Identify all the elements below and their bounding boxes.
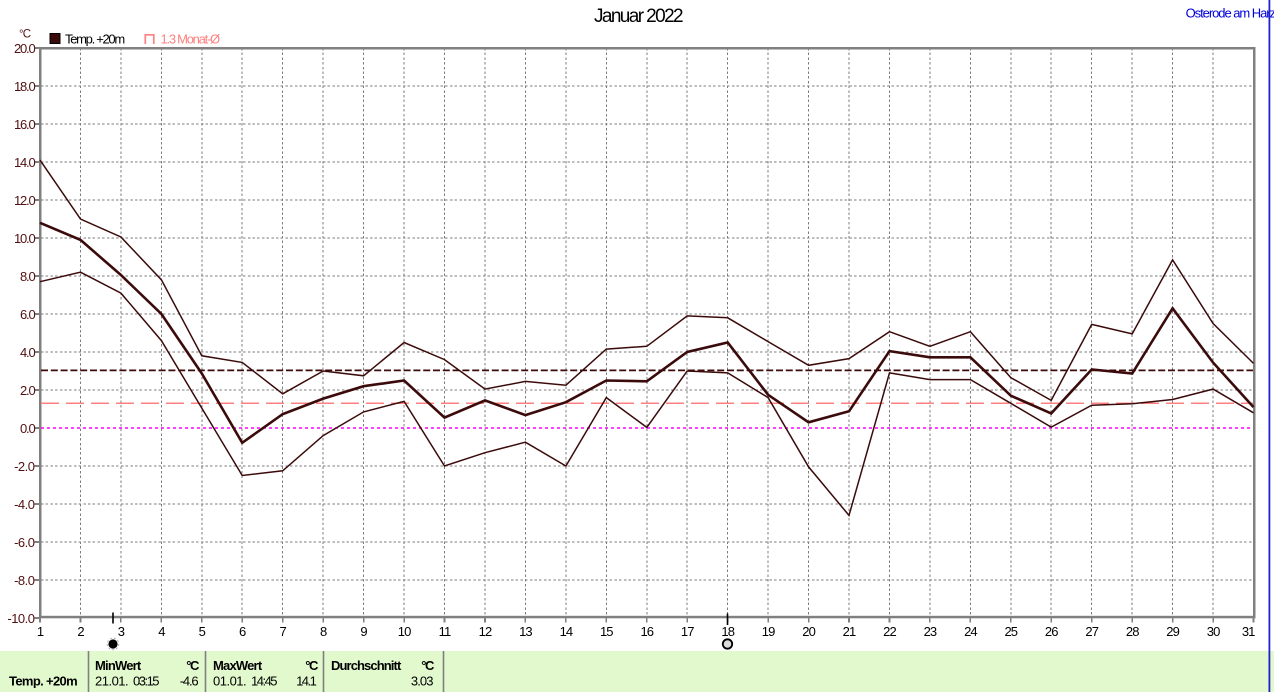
svg-text:16.0: 16.0 (14, 117, 35, 132)
svg-text:°C: °C (19, 29, 31, 41)
svg-text:0.0: 0.0 (20, 421, 35, 436)
svg-text:17: 17 (681, 624, 694, 639)
svg-text:8.0: 8.0 (20, 269, 35, 284)
svg-text:4: 4 (158, 624, 165, 639)
svg-text:1.3 Monat-Ø: 1.3 Monat-Ø (161, 32, 221, 47)
svg-text:MaxWert: MaxWert (213, 658, 263, 673)
svg-text:3.03: 3.03 (411, 674, 433, 689)
svg-text:21: 21 (843, 624, 856, 639)
svg-text:-4.6: -4.6 (180, 674, 199, 689)
svg-text:-6.0: -6.0 (14, 535, 35, 550)
svg-text:2: 2 (77, 624, 84, 639)
svg-text:°C: °C (421, 658, 435, 673)
svg-text:Durchschnitt: Durchschnitt (331, 658, 402, 673)
svg-text:Januar 2022: Januar 2022 (594, 6, 683, 27)
svg-text:18: 18 (721, 624, 734, 639)
svg-text:3: 3 (118, 624, 125, 639)
svg-text:24: 24 (964, 624, 977, 639)
svg-text:23: 23 (924, 624, 937, 639)
svg-text:12.0: 12.0 (14, 193, 35, 208)
svg-text:29: 29 (1166, 624, 1179, 639)
svg-text:11: 11 (439, 624, 451, 639)
svg-text:18.0: 18.0 (14, 79, 35, 94)
svg-text:28: 28 (1126, 624, 1139, 639)
svg-text:21.01.: 21.01. (95, 674, 128, 689)
svg-text:°C: °C (305, 658, 319, 673)
svg-text:30: 30 (1207, 624, 1220, 639)
svg-text:°C: °C (186, 658, 200, 673)
svg-text:Temp. +20m: Temp. +20m (65, 32, 124, 47)
svg-text:MinWert: MinWert (95, 658, 142, 673)
svg-text:14: 14 (560, 624, 573, 639)
svg-text:14.1: 14.1 (296, 674, 317, 689)
svg-text:12: 12 (479, 624, 492, 639)
svg-text:01.01.: 01.01. (213, 674, 246, 689)
svg-text:Osterode am Harz: Osterode am Harz (1186, 6, 1274, 21)
svg-text:13: 13 (519, 624, 532, 639)
svg-text:26: 26 (1045, 624, 1058, 639)
svg-text:14:45: 14:45 (251, 674, 277, 689)
svg-text:25: 25 (1004, 624, 1017, 639)
svg-text:6.0: 6.0 (20, 307, 35, 322)
svg-text:10.0: 10.0 (14, 231, 35, 246)
svg-text:03:15: 03:15 (133, 674, 159, 689)
svg-text:14.0: 14.0 (14, 155, 35, 170)
svg-text:5: 5 (199, 624, 206, 639)
svg-text:20.0: 20.0 (14, 41, 35, 56)
svg-text:31: 31 (1242, 624, 1255, 639)
svg-text:-2.0: -2.0 (14, 459, 35, 474)
svg-text:7: 7 (280, 624, 287, 639)
svg-text:-4.0: -4.0 (14, 497, 35, 512)
svg-text:2.0: 2.0 (20, 383, 35, 398)
svg-text:8: 8 (320, 624, 327, 639)
svg-text:-10.0: -10.0 (7, 611, 34, 626)
svg-text:-8.0: -8.0 (14, 573, 35, 588)
svg-text:10: 10 (398, 624, 411, 639)
svg-text:9: 9 (360, 624, 367, 639)
svg-text:20: 20 (802, 624, 815, 639)
svg-text:1: 1 (37, 624, 44, 639)
svg-text:22: 22 (883, 624, 896, 639)
svg-text:Temp. +20m: Temp. +20m (9, 674, 77, 689)
svg-text:15: 15 (600, 624, 613, 639)
svg-text:6: 6 (239, 624, 246, 639)
svg-text:27: 27 (1085, 624, 1098, 639)
svg-text:16: 16 (640, 624, 653, 639)
svg-text:19: 19 (762, 624, 775, 639)
svg-text:4.0: 4.0 (20, 345, 35, 360)
